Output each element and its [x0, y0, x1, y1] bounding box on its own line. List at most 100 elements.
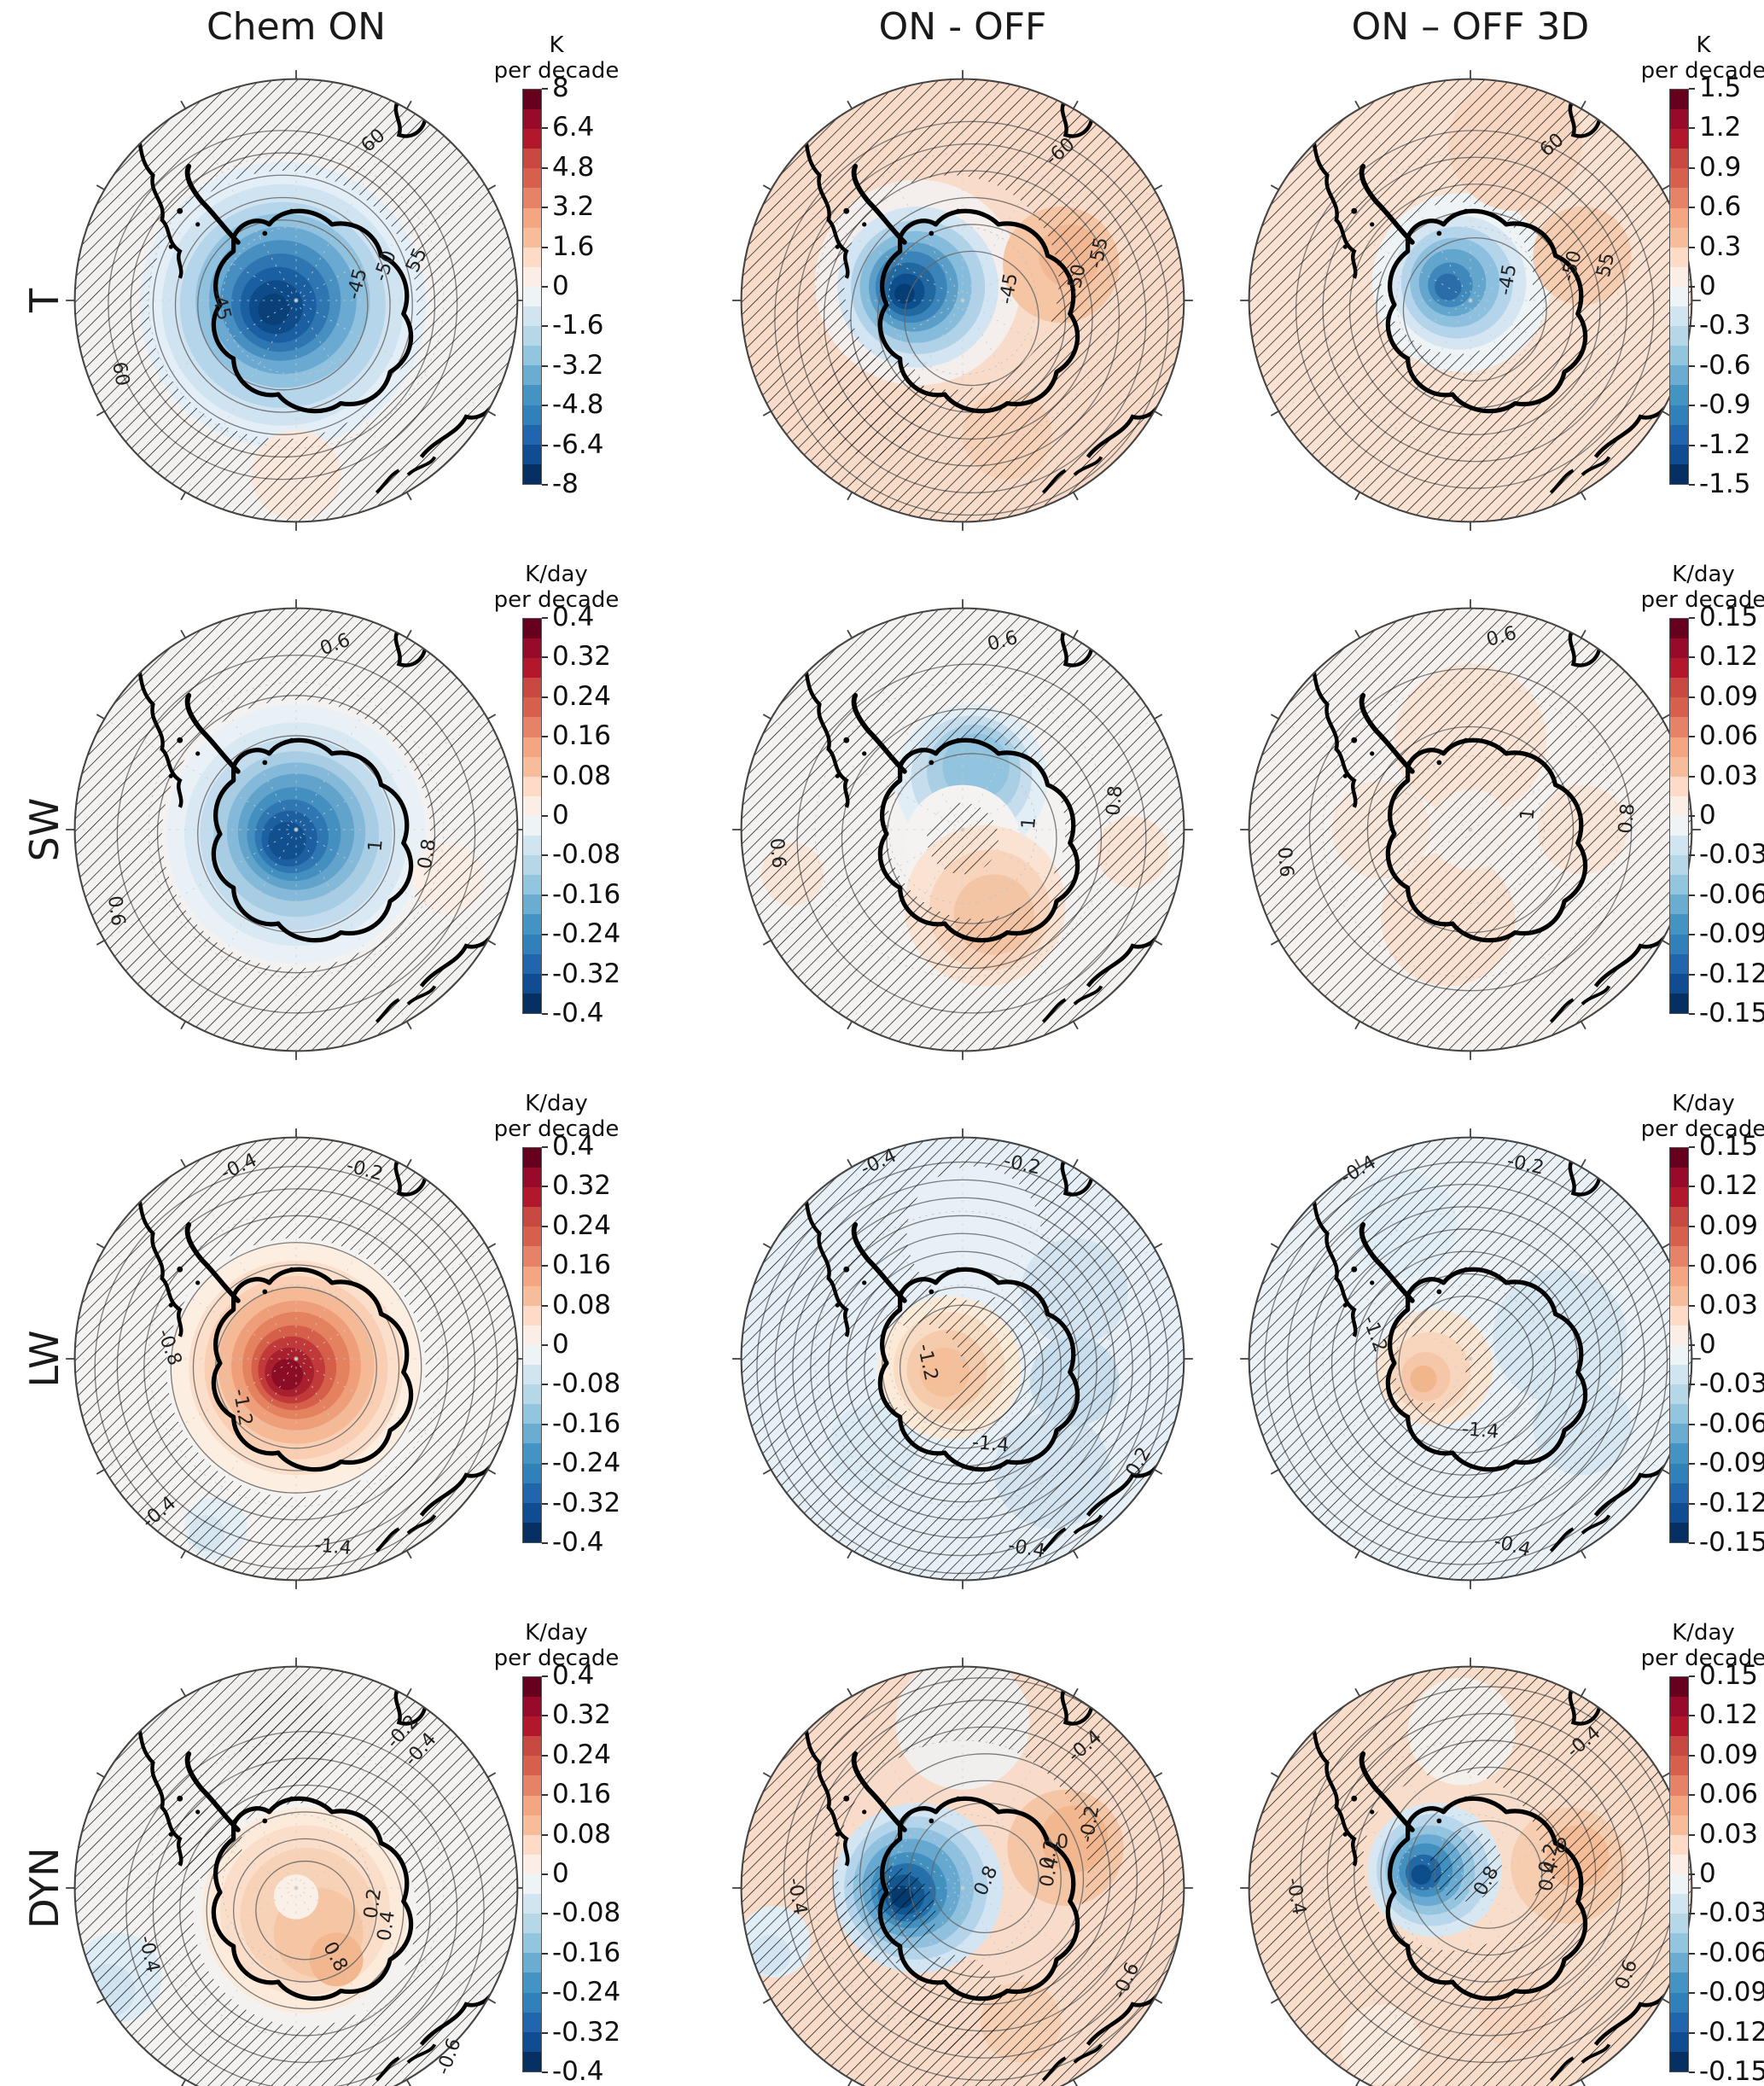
colorbar-segment: [523, 1344, 541, 1366]
colorbar-tick-label: 0: [552, 1858, 569, 1889]
hatch-nonsignificant: [1249, 79, 1692, 522]
colorbar-segment: [523, 1775, 541, 1796]
colorbar-segment: [1670, 188, 1688, 208]
map-content: [741, 1137, 1185, 1581]
colorbar-segment: [1670, 1246, 1688, 1267]
colorbar-segment: [523, 405, 541, 425]
graticule-tick: [1270, 939, 1279, 946]
colorbar-segment: [523, 993, 541, 1013]
colorbar-tick: [1689, 696, 1695, 698]
colorbar-segment: [523, 1168, 541, 1188]
colorbar-tick: [1689, 1675, 1695, 1677]
colorbar-segment: [523, 188, 541, 208]
graticule-tick: [1270, 714, 1279, 720]
colorbar-segment: [1670, 1914, 1688, 1934]
colorbar-tick: [1689, 617, 1695, 619]
graticule-tick: [1270, 1772, 1279, 1779]
colorbar-segment: [523, 1677, 541, 1698]
colorbar-tick-label: -0.16: [552, 1937, 621, 1968]
graticule-tick: [180, 1550, 187, 1559]
colorbar-segment: [523, 444, 541, 464]
colorbar-segment: [1670, 993, 1688, 1013]
colorbar-segment: [523, 678, 541, 698]
colorbar-segment: [1670, 168, 1688, 189]
contour-label: 0: [1556, 1835, 1568, 1857]
contour-label: -45: [995, 271, 1022, 306]
hatch-nonsignificant: [74, 1137, 518, 1581]
colorbar-tick-label: 0.06: [1699, 1250, 1759, 1281]
colorbar-tick: [1689, 1502, 1695, 1505]
colorbar-segment: [523, 365, 541, 386]
graticule-tick: [180, 2079, 187, 2086]
colorbar-tick: [1689, 973, 1695, 976]
graticule-tick: [1354, 1158, 1361, 1168]
colorbar-segment: [1670, 1463, 1688, 1483]
colorbar-tick: [1689, 2031, 1695, 2034]
colorbar-tick-label: -0.16: [552, 1407, 621, 1439]
colorbar-segment: [523, 149, 541, 169]
colorbar-segment: [1670, 1207, 1688, 1227]
colorbar-tick-label: -1.2: [1699, 428, 1751, 460]
column-title-0: Chem ON: [206, 5, 387, 49]
colorbar-segment: [1670, 658, 1688, 679]
graticule-tick: [847, 629, 853, 638]
graticule-tick: [1270, 1997, 1279, 2004]
colorbar-tick-label: 0.08: [552, 760, 612, 791]
colorbar-tick-label: -0.15: [1699, 998, 1764, 1028]
colorbar-tick-label: 0.09: [1699, 680, 1759, 712]
colorbar-unit-line2: per decade: [1640, 1646, 1764, 1671]
colorbar-tick-label: 0.03: [1699, 1818, 1759, 1850]
colorbar-tick: [542, 973, 548, 976]
map-content: [1249, 79, 1692, 522]
graticule-tick: [96, 714, 105, 720]
colorbar-segment: [523, 1207, 541, 1227]
colorbar-segment: [523, 1914, 541, 1934]
graticule-tick: [1354, 1021, 1361, 1030]
graticule-tick: [1270, 1468, 1279, 1475]
contour-label: 1: [1017, 816, 1040, 830]
contour-label: 0.4: [373, 1909, 399, 1943]
colorbar-tick: [1689, 1304, 1695, 1307]
colorbar-tick: [542, 286, 548, 288]
colorbar-segment: [1670, 953, 1688, 974]
colorbar-tick: [1689, 207, 1695, 209]
colorbar-segment: [523, 2051, 541, 2071]
graticule-tick: [1354, 629, 1361, 638]
colorbar-tick-label: 0.06: [1699, 1779, 1759, 1810]
colorbar-tick: [542, 696, 548, 698]
colorbar-tick: [1689, 894, 1695, 896]
colorbar-segment: [1670, 326, 1688, 347]
colorbar-tick-label: -0.16: [552, 878, 621, 910]
graticule-tick: [1154, 939, 1163, 946]
contour-label: 0.8: [1102, 784, 1127, 817]
graticule-tick: [847, 1550, 853, 1559]
hatch-nonsignificant: [1249, 608, 1692, 1052]
contour-label: 60: [108, 360, 134, 387]
colorbar-unit-line1: K/day: [1672, 1620, 1735, 1646]
colorbar-segment: [1670, 914, 1688, 935]
colorbar-segment: [1670, 1834, 1688, 1855]
colorbar-tick: [1689, 1715, 1695, 1717]
colorbar-unit-line1: K/day: [1672, 562, 1735, 587]
colorbar-segment: [523, 855, 541, 876]
hatch-nonsignificant: [74, 79, 518, 522]
colorbar-segment: [523, 1483, 541, 1503]
colorbar-segment: [523, 1305, 541, 1326]
graticule-tick: [847, 1021, 853, 1030]
contour-label: 0.2: [360, 1887, 387, 1920]
colorbar-tick-label: -0.32: [552, 1487, 621, 1518]
colorbar-tick: [542, 246, 548, 248]
colorbar-tick: [1689, 1423, 1695, 1425]
colorbar-tick-label: -0.03: [1699, 1897, 1764, 1929]
colorbar-tick: [542, 207, 548, 209]
colorbar-segment: [1670, 1992, 1688, 2013]
graticule-tick: [180, 629, 187, 638]
colorbar-tick-label: -0.3: [1699, 310, 1751, 341]
colorbar-tick-label: 0: [1699, 800, 1716, 830]
colorbar-segment: [1670, 1775, 1688, 1796]
colorbar-tick: [1689, 1913, 1695, 1915]
contour-label: 0.6: [103, 894, 130, 928]
colorbar-tick: [1689, 1754, 1695, 1757]
colorbar-segment: [523, 385, 541, 405]
colorbar-segment: [1670, 149, 1688, 169]
